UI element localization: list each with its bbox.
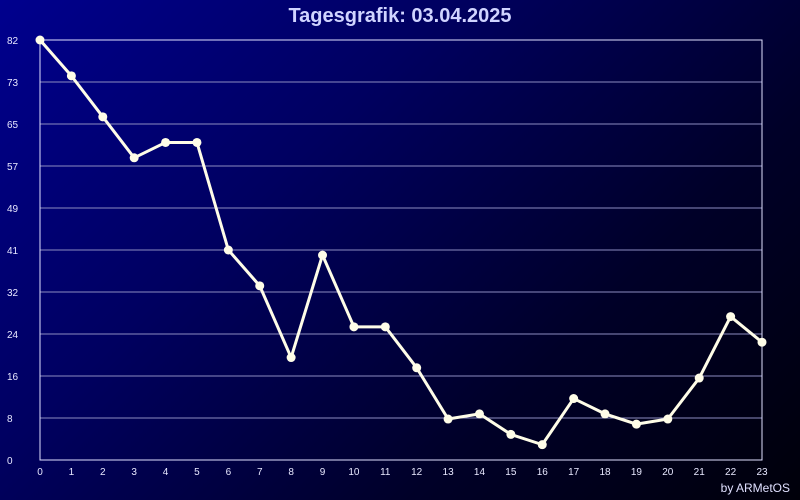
- x-tick-label: 14: [474, 467, 486, 478]
- x-tick-label: 0: [37, 467, 43, 478]
- y-tick-label: 65: [7, 120, 19, 131]
- data-point: [412, 363, 422, 373]
- x-tick-label: 5: [194, 467, 200, 478]
- y-tick-label: 0: [7, 456, 13, 467]
- x-tick-label: 8: [288, 467, 294, 478]
- x-tick-label: 18: [599, 467, 611, 478]
- data-point: [318, 250, 328, 260]
- y-axis-tick-labels: 82 73 65 57 49 41 32 24 16 8 0: [7, 36, 19, 467]
- chart-title: Tagesgrafik: 03.04.2025: [288, 5, 512, 27]
- x-tick-label: 20: [662, 467, 674, 478]
- y-tick-label: 73: [7, 78, 19, 89]
- data-points: [35, 35, 767, 450]
- data-point: [161, 137, 171, 147]
- x-tick-label: 7: [257, 467, 263, 478]
- x-tick-label: 17: [568, 467, 580, 478]
- data-point: [98, 112, 108, 122]
- data-point: [757, 337, 767, 347]
- x-axis-tick-labels: 0 1 2 3 4 5 6 7 8 9 10 11 12 13 14 15 16 17 18 19 20 21 22 23: [37, 467, 768, 478]
- x-tick-label: 6: [226, 467, 232, 478]
- x-tick-label: 21: [694, 467, 706, 478]
- data-point: [537, 440, 547, 450]
- data-point: [255, 281, 265, 291]
- y-tick-label: 16: [7, 372, 19, 383]
- plot-frame: [39, 39, 763, 461]
- x-tick-label: 16: [537, 467, 549, 478]
- data-point: [443, 414, 453, 424]
- data-point: [726, 312, 736, 322]
- data-point: [663, 414, 673, 424]
- data-point: [129, 153, 139, 163]
- data-point: [35, 35, 45, 45]
- gridlines: [40, 81, 762, 419]
- y-tick-label: 49: [7, 204, 19, 215]
- y-tick-label: 57: [7, 162, 19, 173]
- x-tick-label: 3: [131, 467, 137, 478]
- data-point: [223, 245, 233, 255]
- x-tick-label: 4: [163, 467, 169, 478]
- x-tick-label: 19: [631, 467, 643, 478]
- x-tick-label: 9: [320, 467, 326, 478]
- data-point: [474, 409, 484, 419]
- data-point: [349, 322, 359, 332]
- x-tick-label: 13: [443, 467, 455, 478]
- credit-text: by ARMetOS: [720, 481, 790, 495]
- y-tick-label: 82: [7, 36, 19, 47]
- y-tick-label: 32: [7, 288, 19, 299]
- y-tick-label: 24: [7, 330, 19, 341]
- data-point: [66, 71, 76, 81]
- data-point: [569, 394, 579, 404]
- x-tick-label: 15: [505, 467, 517, 478]
- data-point: [286, 353, 296, 363]
- y-tick-label: 8: [7, 414, 13, 425]
- data-point: [506, 429, 516, 439]
- data-point: [600, 409, 610, 419]
- x-tick-label: 2: [100, 467, 106, 478]
- data-point: [192, 137, 202, 147]
- data-point: [694, 373, 704, 383]
- x-tick-label: 22: [725, 467, 737, 478]
- x-tick-label: 10: [348, 467, 360, 478]
- data-point: [380, 322, 390, 332]
- data-point: [631, 419, 641, 429]
- x-tick-label: 1: [69, 467, 75, 478]
- x-tick-label: 12: [411, 467, 423, 478]
- x-tick-label: 11: [380, 467, 391, 478]
- x-tick-label: 23: [756, 467, 768, 478]
- y-tick-label: 41: [7, 246, 19, 257]
- series-line: [38, 39, 763, 447]
